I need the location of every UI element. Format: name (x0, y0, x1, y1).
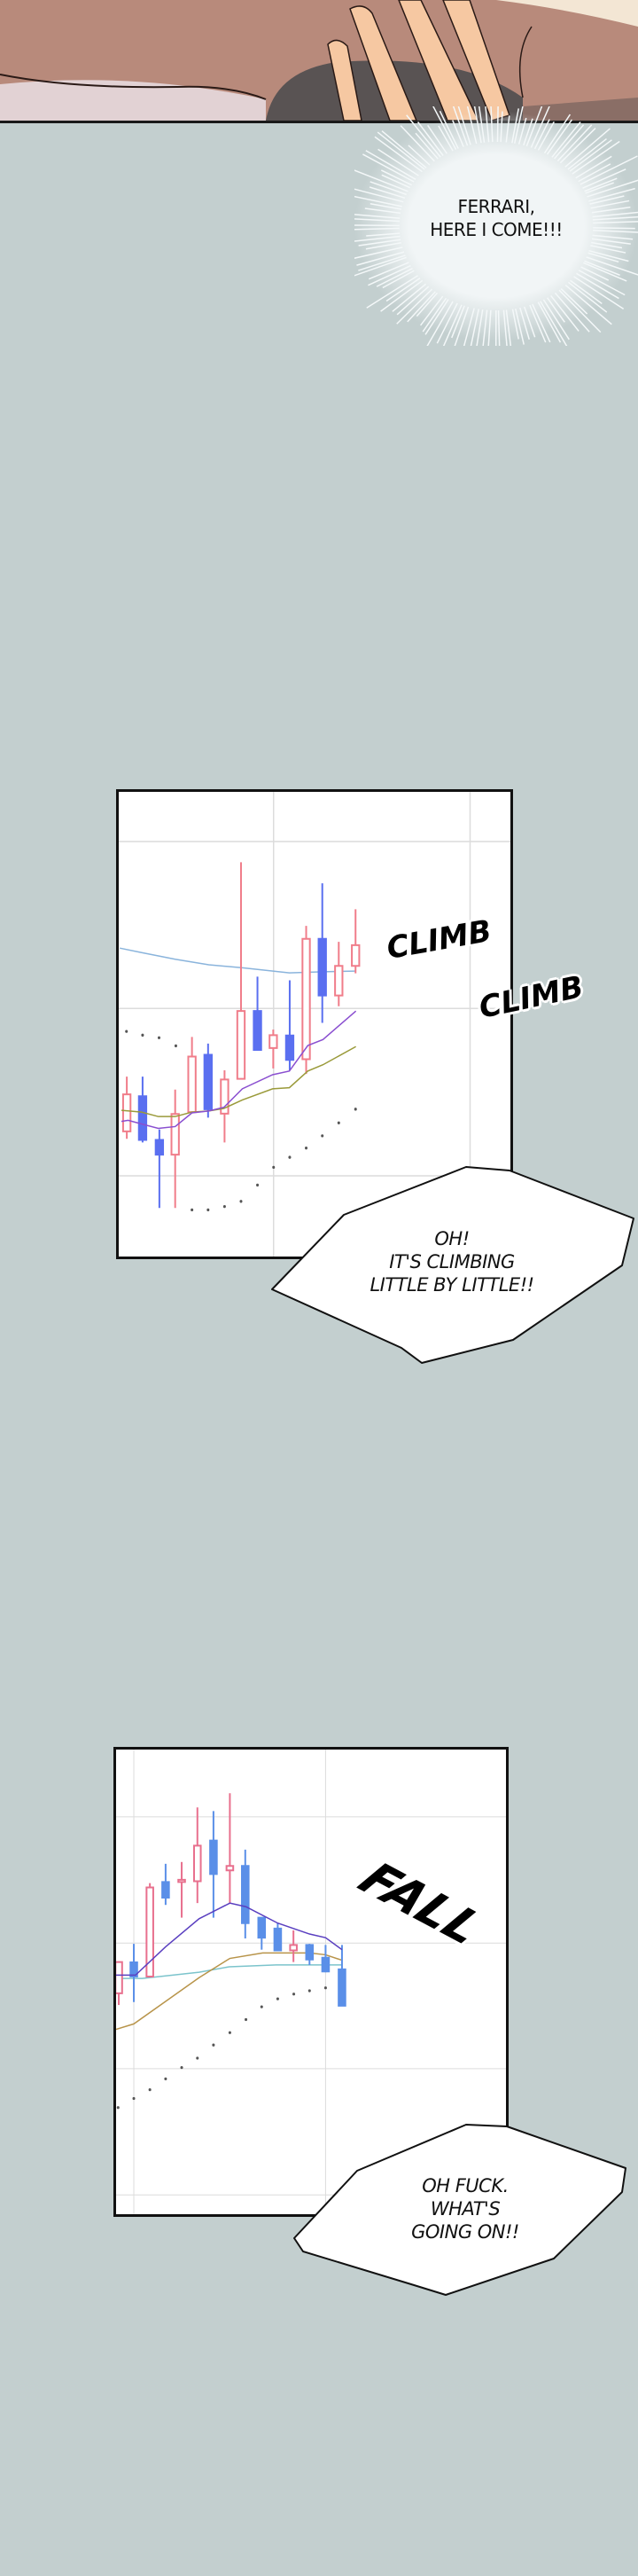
bearish-candle (205, 1044, 212, 1118)
speech-bubble-climbing: OH! IT'S CLIMBING LITTLE BY LITTLE!! (266, 1162, 638, 1370)
caption-text: FERRARI, HERE I COME!!! (408, 195, 585, 241)
sar-dot (305, 1147, 307, 1149)
sar-dot (288, 1155, 291, 1158)
bullish-candle (178, 1862, 185, 1918)
sar-dot (196, 2056, 198, 2059)
sar-dot (261, 2005, 263, 2008)
sar-dot (206, 1209, 209, 1211)
bearish-candle (156, 1130, 163, 1209)
bearish-candle (338, 1945, 346, 2006)
sar-dots (117, 1986, 327, 2109)
candles (123, 862, 359, 1208)
bullish-candle (123, 1077, 130, 1139)
sar-dot (149, 2088, 152, 2091)
sar-dot (223, 1205, 226, 1208)
hand-illustration (0, 0, 638, 121)
bearish-candle (259, 1918, 266, 1950)
sar-dot (256, 1184, 259, 1186)
sar-dot (292, 1993, 295, 1995)
sar-dot (125, 1030, 128, 1032)
sar-dot (191, 1209, 193, 1211)
bullish-candle (352, 909, 359, 973)
bearish-candle (275, 1923, 282, 1951)
sar-dot (175, 1045, 177, 1047)
top-comic-panel (0, 0, 638, 123)
sar-dot (212, 2044, 214, 2047)
sar-dot (117, 2106, 120, 2109)
bullish-candle (269, 1030, 276, 1069)
bullish-candle (146, 1883, 153, 1977)
bearish-candle (130, 1944, 137, 2002)
bullish-candle (194, 1807, 201, 1903)
sar-dot (158, 1037, 160, 1039)
bearish-candle (286, 981, 293, 1070)
bearish-candle (162, 1864, 169, 1905)
speech-text-climbing: OH! IT'S CLIMBING LITTLE BY LITTLE!! (346, 1227, 558, 1296)
sar-dot (321, 1134, 323, 1137)
bullish-candle (172, 1090, 179, 1209)
sar-dot (229, 2032, 231, 2034)
bullish-candle (237, 862, 245, 1079)
bearish-candle (253, 976, 261, 1050)
bullish-candle (290, 1930, 297, 1962)
sar-dot (276, 1997, 279, 2000)
sar-dot (141, 1034, 144, 1037)
bearish-candle (242, 1850, 249, 1938)
starburst-caption-bubble: FERRARI, HERE I COME!!! (354, 106, 638, 346)
sar-dot (133, 2097, 136, 2100)
bullish-candle (335, 942, 342, 1006)
bullish-candle (116, 1961, 122, 2005)
candles (116, 1793, 346, 2006)
sar-dot (164, 2078, 167, 2080)
sar-dot (308, 1989, 311, 1992)
speech-text-falling: OH FUCK. WHAT'S GOING ON!! (359, 2174, 572, 2243)
bearish-candle (210, 1811, 217, 1917)
bullish-candle (188, 1037, 195, 1113)
sar-dot (245, 2018, 247, 2021)
sar-dot (181, 2066, 183, 2069)
speech-text: OH FUCK. WHAT'S GOING ON!! (411, 2175, 519, 2243)
bullish-candle (227, 1793, 234, 1903)
bearish-candle (323, 1945, 330, 1972)
sar-dot (324, 1986, 327, 1989)
bearish-candle (307, 1944, 314, 1965)
speech-text: OH! IT'S CLIMBING LITTLE BY LITTLE!! (370, 1228, 533, 1296)
bearish-candle (139, 1077, 146, 1142)
sar-dot (338, 1122, 340, 1124)
sar-dot (239, 1200, 242, 1202)
sar-dot (354, 1108, 357, 1110)
speech-bubble-falling: OH FUCK. WHAT'S GOING ON!! (288, 2119, 634, 2301)
bearish-candle (319, 883, 326, 1022)
